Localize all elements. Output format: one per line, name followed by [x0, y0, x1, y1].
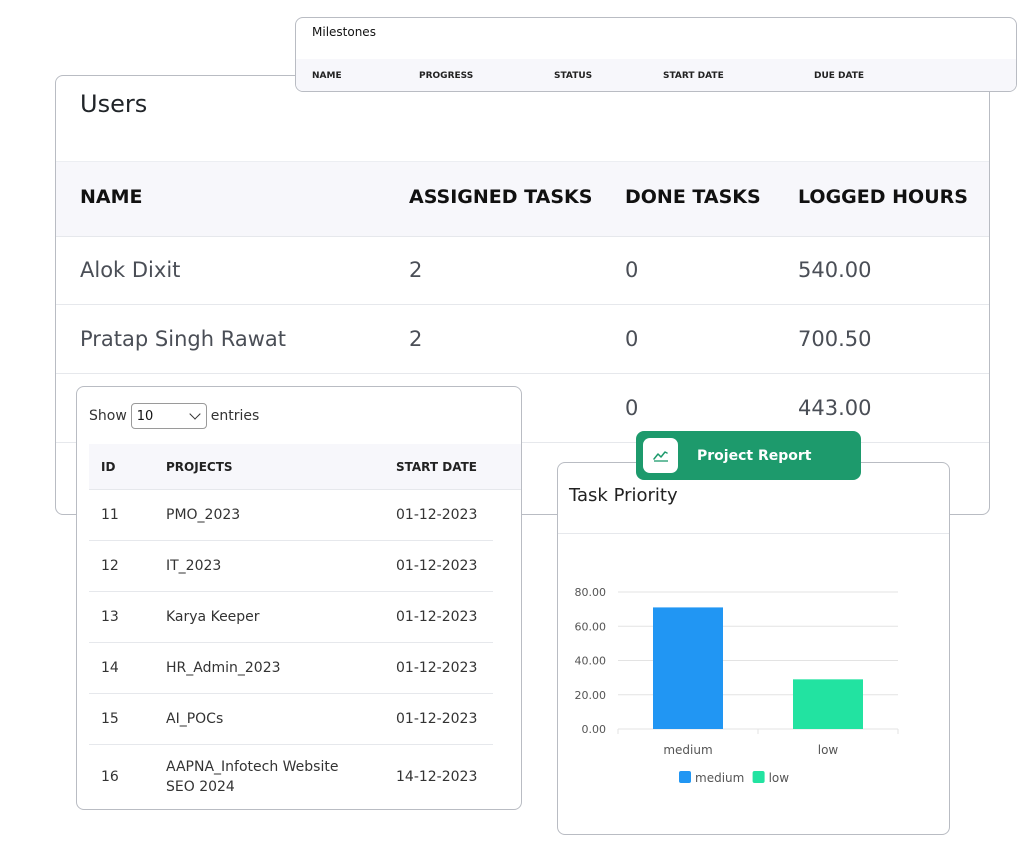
milestones-col-status[interactable]: STATUS — [554, 71, 593, 81]
milestones-title: Milestones — [312, 25, 376, 39]
project-name: HR_Admin_2023 — [166, 660, 281, 676]
table-row: Alok Dixit 2 0 540.00 — [56, 236, 989, 305]
task-priority-chart: 0.00 20.00 40.00 60.00 80.00 medium low medium l… — [575, 586, 899, 785]
task-priority-card: Task Priority 0.00 20.00 40.00 60.00 80.00 me… — [557, 462, 950, 835]
project-report-label: Project Report — [697, 447, 812, 464]
milestones-table-header: NAME PROGRESS STATUS START DATE DUE DATE — [296, 59, 1016, 91]
card-divider — [558, 533, 949, 534]
table-row[interactable]: 16 AAPNA_Infotech Website SEO 2024 14-12… — [89, 745, 493, 809]
table-row[interactable]: 15 AI_POCs 01-12-2023 — [89, 694, 493, 745]
project-start-date: 01-12-2023 — [396, 609, 478, 625]
legend-swatch-medium — [679, 771, 691, 783]
project-id: 15 — [101, 711, 119, 727]
legend-swatch-low — [752, 771, 765, 783]
project-name: Karya Keeper — [166, 609, 260, 625]
logged-hours: 443.00 — [798, 396, 872, 420]
milestones-col-name[interactable]: NAME — [312, 71, 342, 81]
project-id: 12 — [101, 558, 119, 574]
table-row[interactable]: 14 HR_Admin_2023 01-12-2023 — [89, 643, 493, 694]
task-priority-title: Task Priority — [569, 485, 678, 506]
y-tick-label: 60.00 — [575, 620, 607, 633]
milestones-col-due-date[interactable]: DUE DATE — [814, 71, 865, 81]
user-name: Pratap Singh Rawat — [80, 327, 286, 351]
logged-hours: 540.00 — [798, 258, 872, 282]
assigned-tasks: 2 — [409, 258, 423, 282]
project-start-date: 01-12-2023 — [396, 558, 478, 574]
table-row[interactable]: 11 PMO_2023 01-12-2023 — [89, 490, 493, 541]
y-tick-label: 20.00 — [575, 689, 607, 702]
x-tick-label: low — [818, 743, 839, 757]
project-id: 13 — [101, 609, 119, 625]
users-title: Users — [80, 90, 148, 118]
logged-hours: 700.50 — [798, 327, 872, 351]
page-length-value: 10 — [136, 408, 154, 424]
x-tick-label: medium — [663, 743, 712, 757]
done-tasks: 0 — [625, 396, 639, 420]
project-report-button[interactable]: Project Report — [636, 431, 861, 480]
projects-col-projects[interactable]: PROJECTS — [166, 460, 233, 474]
page-length-select[interactable]: 10 — [130, 403, 207, 429]
users-col-name[interactable]: NAME — [80, 186, 143, 208]
line-chart-icon — [643, 438, 678, 473]
project-start-date: 01-12-2023 — [396, 660, 478, 676]
legend-label-medium: medium — [695, 771, 744, 785]
project-id: 14 — [101, 660, 119, 676]
y-tick-label: 0.00 — [582, 723, 607, 736]
done-tasks: 0 — [625, 327, 639, 351]
table-row[interactable]: 12 IT_2023 01-12-2023 — [89, 541, 493, 592]
project-id: 11 — [101, 507, 119, 523]
table-row: 0 443.00 — [56, 374, 989, 443]
milestones-col-progress[interactable]: PROGRESS — [419, 71, 474, 81]
projects-col-start-date[interactable]: START DATE — [396, 460, 477, 474]
y-tick-label: 40.00 — [575, 655, 607, 668]
bar-low — [793, 679, 863, 729]
bar-medium — [653, 607, 723, 729]
show-label: Show — [89, 408, 127, 424]
legend-label-low: low — [769, 771, 790, 785]
project-start-date: 14-12-2023 — [396, 769, 478, 785]
milestones-card: Milestones NAME PROGRESS STATUS START DA… — [295, 17, 1017, 92]
table-row: Pratap Singh Rawat 2 0 700.50 — [56, 305, 989, 374]
user-name: Alok Dixit — [80, 258, 181, 282]
table-row[interactable]: 13 Karya Keeper 01-12-2023 — [89, 592, 493, 643]
entries-label: entries — [210, 408, 260, 424]
project-id: 16 — [101, 769, 119, 785]
assigned-tasks: 2 — [409, 327, 423, 351]
project-name: AAPNA_Infotech Website SEO 2024 — [166, 759, 339, 795]
project-name: PMO_2023 — [166, 507, 241, 523]
projects-col-id[interactable]: ID — [101, 460, 116, 474]
projects-table-header: ID PROJECTS START DATE — [89, 444, 521, 490]
done-tasks: 0 — [625, 258, 639, 282]
chevron-down-icon — [189, 408, 201, 420]
project-start-date: 01-12-2023 — [396, 507, 478, 523]
entries-length-control: Show 10 entries — [89, 403, 259, 429]
project-name: AI_POCs — [166, 711, 224, 727]
milestones-col-start-date[interactable]: START DATE — [663, 71, 724, 81]
project-start-date: 01-12-2023 — [396, 711, 478, 727]
users-table-header: NAME ASSIGNED TASKS DONE TASKS LOGGED HO… — [56, 161, 989, 237]
project-name: IT_2023 — [166, 558, 222, 574]
projects-card: Show 10 entries ID PROJECTS START DATE 1… — [76, 386, 522, 810]
users-col-done-tasks[interactable]: DONE TASKS — [625, 186, 761, 208]
users-col-assigned-tasks[interactable]: ASSIGNED TASKS — [409, 186, 593, 208]
y-tick-label: 80.00 — [575, 586, 607, 599]
users-col-logged-hours[interactable]: LOGGED HOURS — [798, 186, 968, 208]
